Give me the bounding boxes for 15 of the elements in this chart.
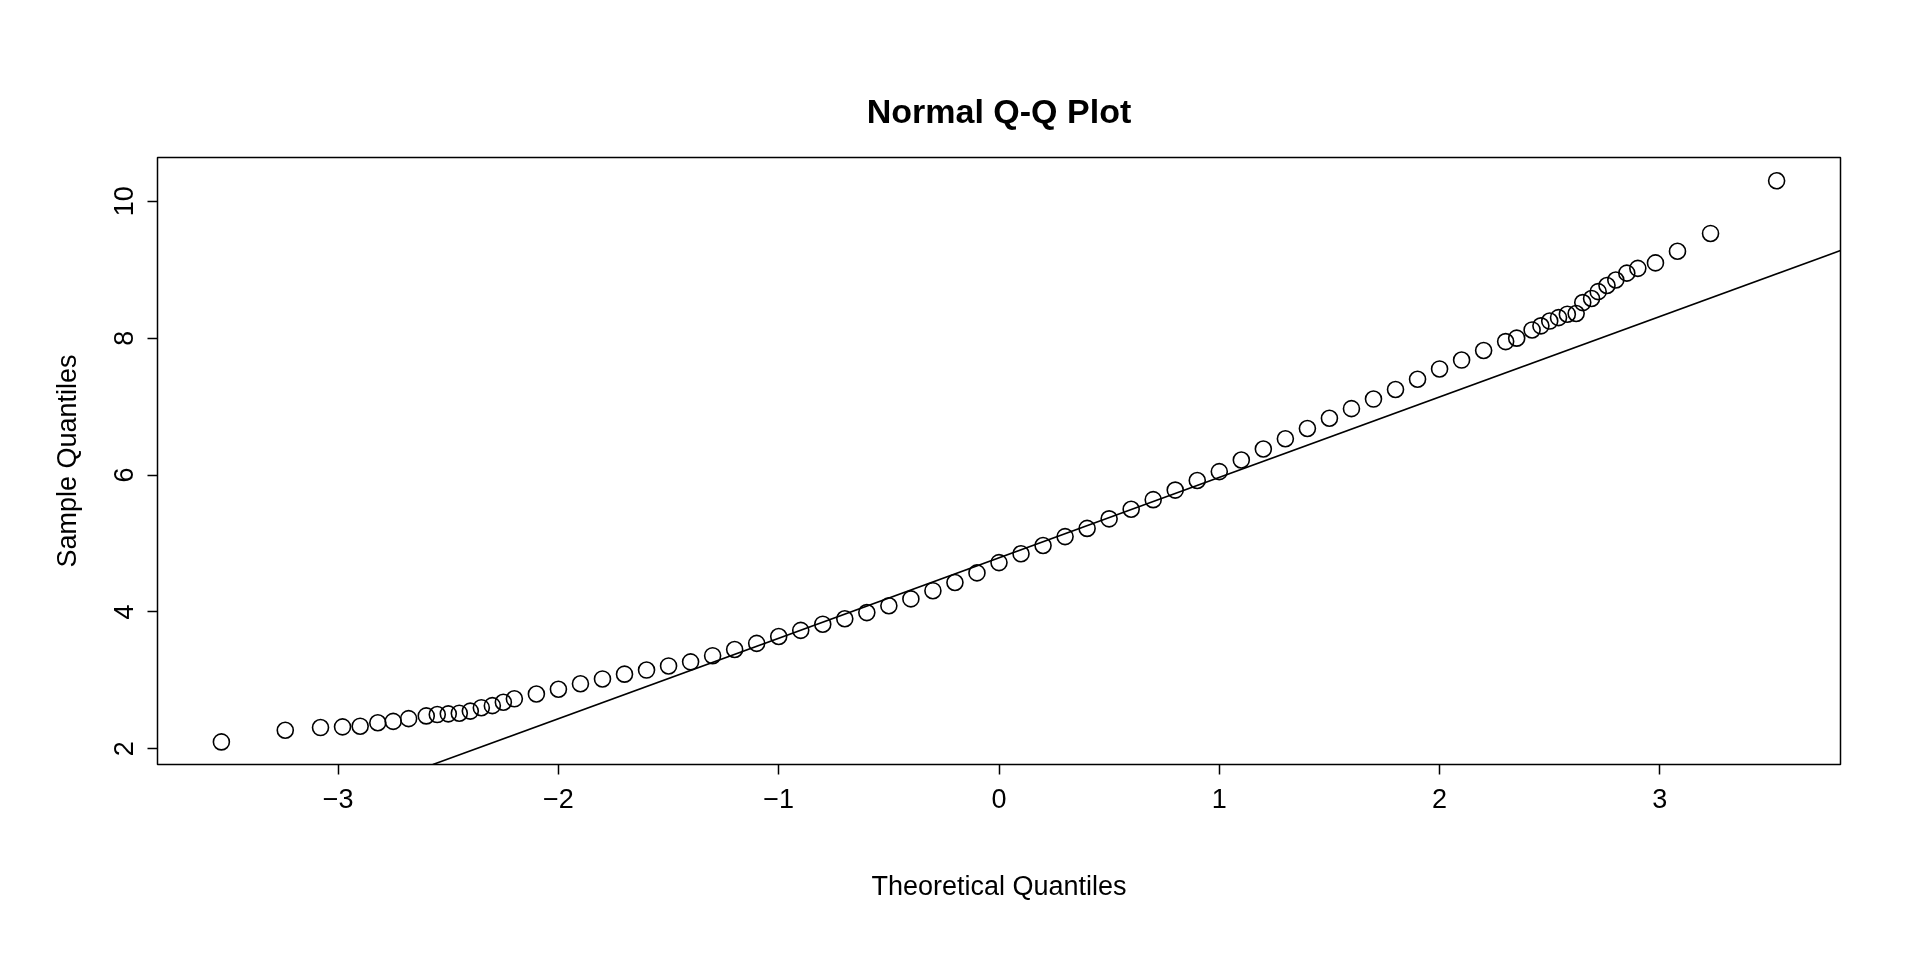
x-tick-label: 2 xyxy=(1432,783,1448,814)
y-tick-label: 4 xyxy=(109,604,140,620)
x-tick-label: 1 xyxy=(1211,783,1227,814)
x-tick-label: 0 xyxy=(991,783,1007,814)
y-tick-label: 8 xyxy=(109,330,140,346)
x-tick-label: −3 xyxy=(322,783,354,814)
y-tick-label: 6 xyxy=(109,467,140,483)
x-tick-label: −1 xyxy=(763,783,795,814)
chart-title: Normal Q-Q Plot xyxy=(866,92,1132,130)
x-tick-label: −2 xyxy=(543,783,574,814)
x-tick-label: 3 xyxy=(1652,783,1668,814)
y-tick-label: 10 xyxy=(109,186,140,217)
y-axis-title: Sample Quantiles xyxy=(51,354,82,568)
y-tick-label: 2 xyxy=(109,741,140,757)
x-axis-title: Theoretical Quantiles xyxy=(871,870,1127,901)
